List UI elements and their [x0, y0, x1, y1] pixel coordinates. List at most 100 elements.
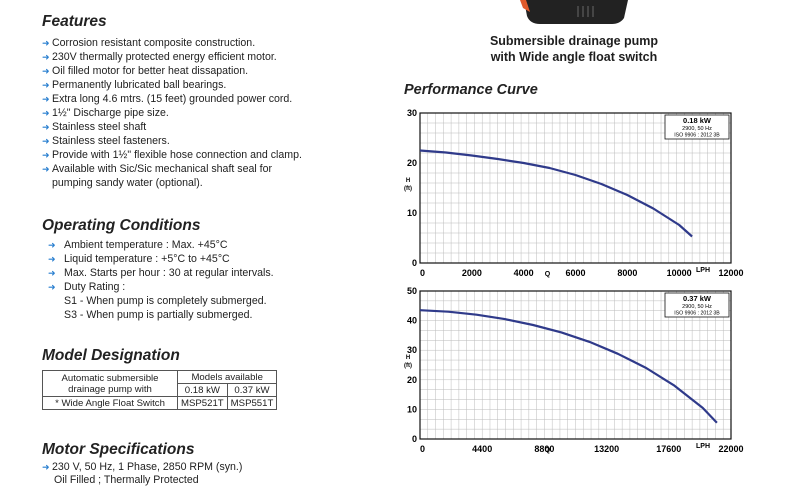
- duty-s1: S1 - When pump is completely submerged.: [64, 295, 267, 307]
- legend-power: 0.37 kW: [683, 294, 712, 303]
- x-tick-label: 13200: [594, 444, 619, 454]
- legend-box: [664, 292, 730, 318]
- operating-text: Ambient temperature : Max. +45°C: [64, 239, 228, 251]
- bullet-arrow-icon: ➜: [42, 108, 50, 118]
- bullet-arrow-icon: ➜: [42, 66, 50, 76]
- feature-item: ➜ Extra long 4.6 mtrs. (15 feet) grounded…: [42, 92, 292, 106]
- legend-box: [664, 114, 730, 140]
- y-tick-label: 20: [407, 158, 417, 168]
- performance-curve-line: [419, 309, 718, 424]
- y-axis-label-h: H: [406, 178, 410, 184]
- bullet-arrow-icon: ➜: [48, 240, 56, 250]
- product-caption-line1: Submersible drainage pump: [489, 34, 659, 48]
- plot-frame: [419, 290, 732, 440]
- operating-text: Liquid temperature : +5°C to +45°C: [64, 253, 230, 265]
- operating-item: ➜ Ambient temperature : Max. +45°C: [48, 238, 228, 252]
- operating-text: Max. Starts per hour : 30 at regular int…: [64, 267, 274, 279]
- feature-text: Corrosion resistant composite constructi…: [52, 37, 256, 49]
- feature-text: 230V thermally protected energy efficien…: [52, 51, 277, 63]
- y-tick-label: 20: [407, 375, 417, 385]
- x-tick-label: 10000: [667, 268, 692, 278]
- x-axis-center-label: Q: [545, 447, 551, 454]
- feature-text: Permanently lubricated ball bearings.: [52, 79, 227, 91]
- duty-s3: S3 - When pump is partially submerged.: [64, 309, 253, 321]
- y-axis-label-unit: (ft): [404, 186, 412, 192]
- x-tick-label: 0: [420, 268, 425, 278]
- pump-accent-icon: [520, 0, 530, 12]
- y-tick-label: 0: [412, 434, 417, 444]
- performance-chart-018kw: 0 2000 4000 6000 8000 10000 12000 0 10 20 30 H (ft) Q…: [404, 108, 744, 278]
- feature-text: Stainless steel shaft: [52, 121, 147, 133]
- y-tick-label: 0: [412, 258, 417, 268]
- x-tick-label: 4000: [514, 268, 534, 278]
- x-tick-label: 4400: [472, 444, 492, 454]
- feature-text: Oil filled motor for better heat dissapa…: [52, 65, 249, 77]
- feature-item: ➜ Permanently lubricated ball bearings.: [42, 78, 226, 92]
- performance-chart-037kw: 0 4400 8800 13200 17600 22000 0 10 20 30 40 50 H (ft)…: [404, 286, 744, 454]
- bullet-arrow-icon: ➜: [48, 254, 56, 264]
- operating-text: Duty Rating :: [64, 281, 126, 293]
- feature-text: Available with Sic/Sic mechanical shaft …: [52, 163, 273, 175]
- bullet-arrow-icon: ➜: [42, 122, 50, 132]
- feature-item: ➜ Available with Sic/Sic mechanical shaft…: [42, 162, 272, 176]
- model-table-label: Automatic submersible drainage pump with: [42, 370, 178, 397]
- y-tick-label: 10: [407, 208, 417, 218]
- feature-text: Stainless steel fasteners.: [52, 135, 170, 147]
- operating-conditions-heading: Operating Conditions: [42, 217, 201, 234]
- bullet-arrow-icon: ➜: [48, 282, 56, 292]
- x-tick-label: 8800: [534, 444, 554, 454]
- feature-text: Provide with 1½" flexible hose connectio…: [52, 149, 302, 161]
- legend-standard: ISO 9906 : 2012 3B: [674, 311, 720, 317]
- pump-body-icon: [524, 0, 628, 24]
- bullet-arrow-icon: ➜: [42, 462, 50, 472]
- feature-item: ➜ Stainless steel shaft: [42, 120, 146, 134]
- x-tick-label: 2000: [462, 268, 482, 278]
- feature-item: ➜ 1½" Discharge pipe size.: [42, 106, 169, 120]
- motor-spec-text: 230 V, 50 Hz, 1 Phase, 2850 RPM (syn.): [52, 461, 243, 473]
- bullet-arrow-icon: ➜: [42, 164, 50, 174]
- motor-spec-line1: ➜ 230 V, 50 Hz, 1 Phase, 2850 RPM (syn.): [42, 460, 242, 474]
- model-label-line2: drainage pump with: [68, 383, 152, 395]
- feature-text: 1½" Discharge pipe size.: [52, 107, 169, 119]
- y-tick-label: 30: [407, 345, 417, 355]
- feature-item: ➜ Corrosion resistant composite construct…: [42, 36, 255, 50]
- x-tick-label: 0: [420, 444, 425, 454]
- bullet-arrow-icon: ➜: [42, 52, 50, 62]
- legend-power: 0.18 kW: [683, 116, 712, 125]
- product-caption-line2: with Wide angle float switch: [490, 50, 658, 64]
- bullet-arrow-icon: ➜: [42, 94, 50, 104]
- operating-item: ➜ Liquid temperature : +5°C to +45°C: [48, 252, 230, 266]
- y-axis-label-unit: (ft): [404, 363, 412, 369]
- bullet-arrow-icon: ➜: [42, 80, 50, 90]
- model-msp551t: MSP551T: [226, 396, 278, 410]
- bullet-arrow-icon: ➜: [42, 38, 50, 48]
- model-msp521t: MSP521T: [177, 396, 228, 410]
- operating-item: ➜ Max. Starts per hour : 30 at regular in…: [48, 266, 274, 280]
- x-tick-label: 6000: [565, 268, 585, 278]
- x-axis-center-label: Q: [545, 271, 551, 278]
- model-designation-heading: Model Designation: [42, 347, 180, 364]
- feature-item: pumping sandy water (optional).: [52, 176, 203, 190]
- feature-item: ➜ Oil filled motor for better heat dissap…: [42, 64, 248, 78]
- x-tick-label: 17600: [656, 444, 681, 454]
- plot-frame: [419, 112, 732, 264]
- y-tick-label: 30: [407, 108, 417, 118]
- bullet-arrow-icon: ➜: [42, 150, 50, 160]
- power-018: 0.18 kW: [177, 383, 228, 397]
- y-tick-label: 50: [407, 286, 417, 296]
- model-label-line1: Automatic submersible: [61, 372, 159, 384]
- features-heading: Features: [42, 13, 107, 30]
- models-available-header: Models available: [176, 370, 278, 384]
- bullet-arrow-icon: ➜: [42, 136, 50, 146]
- x-tick-label: 8000: [617, 268, 637, 278]
- x-axis-label: LPH: [696, 443, 710, 450]
- operating-item: ➜ Duty Rating :: [48, 280, 125, 294]
- pump-image: [520, 0, 628, 24]
- feature-item: ➜ 230V thermally protected energy efficie…: [42, 50, 277, 64]
- x-axis-label: LPH: [696, 267, 710, 274]
- feature-text: pumping sandy water (optional).: [52, 177, 203, 189]
- performance-curve-title: Performance Curve: [404, 82, 538, 98]
- power-037: 0.37 kW: [226, 383, 278, 397]
- y-tick-label: 40: [407, 316, 417, 326]
- motor-specifications-heading: Motor Specifications: [42, 441, 195, 458]
